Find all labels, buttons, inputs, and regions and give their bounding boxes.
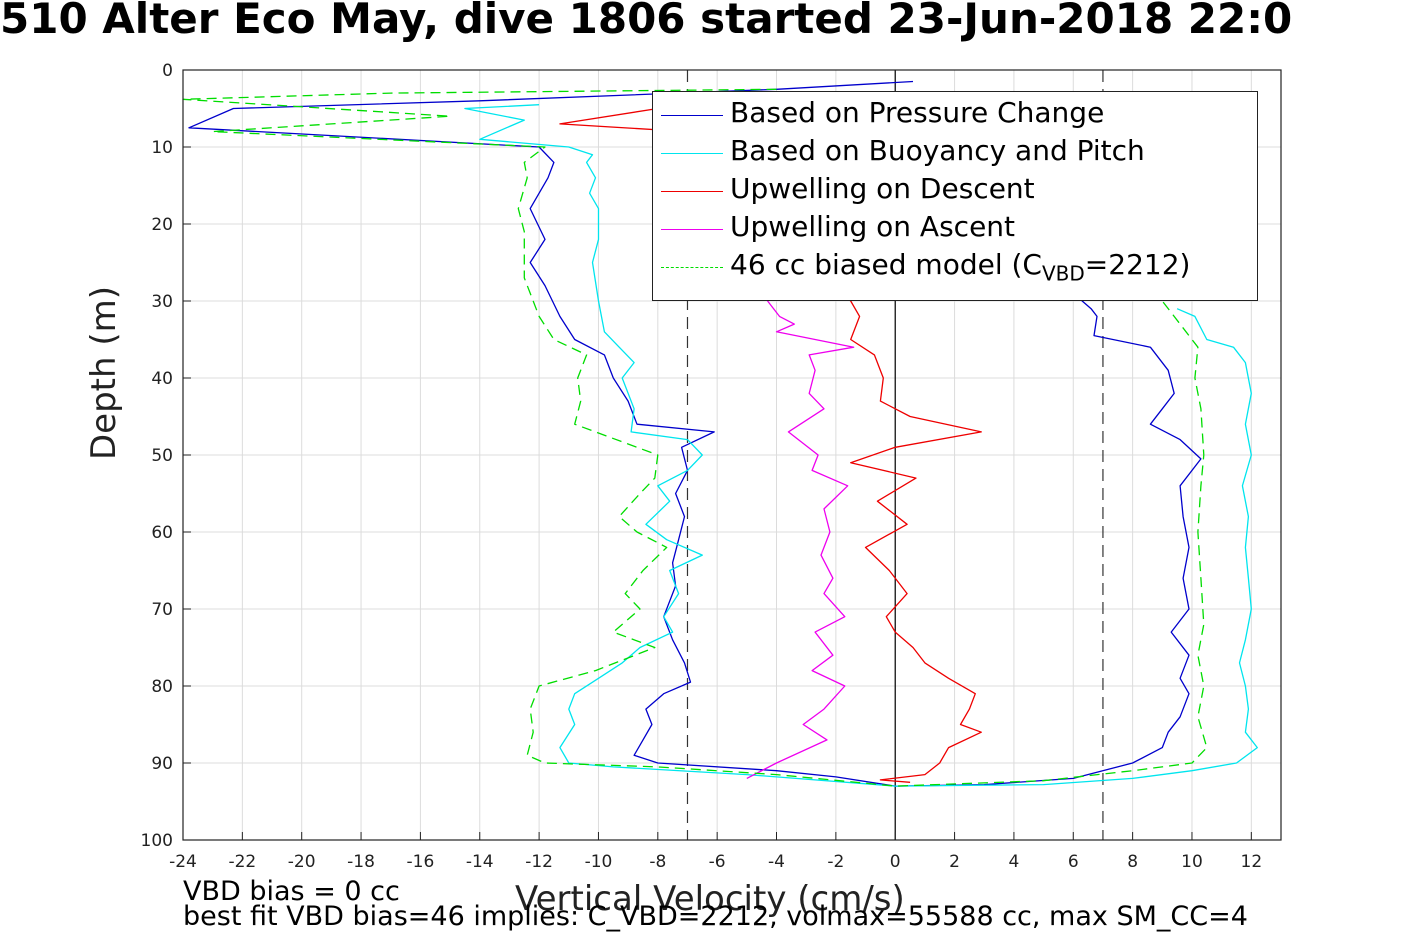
x-tick-label: -20 — [288, 852, 316, 872]
legend-label-biased-model-sub: VBD — [1041, 261, 1085, 286]
y-tick-label: 30 — [151, 292, 173, 312]
x-tick-label: -22 — [228, 852, 256, 872]
x-tick-label: 4 — [1009, 852, 1020, 872]
legend-item-upwelling-descent: Upwelling on Descent — [653, 172, 1253, 210]
series-line-pressure-change — [188, 80, 1202, 787]
x-tick-label: 10 — [1181, 852, 1203, 872]
best-fit-note: best fit VBD bias=46 implies: C_VBD=2212… — [183, 901, 1248, 932]
x-tick-label: -10 — [585, 852, 613, 872]
y-tick-label: 50 — [151, 446, 173, 466]
x-tick-label: -16 — [407, 852, 435, 872]
x-tick-label: -6 — [709, 852, 726, 872]
legend-label-biased-model-main: 46 cc biased model (C — [730, 248, 1042, 281]
x-tick-label: -24 — [169, 852, 197, 872]
x-tick-label: -18 — [347, 852, 375, 872]
x-axis-label: Vertical Velocity (cm/s) — [515, 879, 905, 919]
series-layer — [182, 80, 1258, 787]
tick-layer: -24 -22 -20 -18 -16 -14 -12 -10 -8 -6 -4 -2 0 2 4 6 8 10 1… — [141, 61, 1263, 872]
legend-swatch-biased-model — [661, 267, 723, 268]
legend-swatch-upwelling-descent — [661, 191, 723, 192]
x-tick-label: -2 — [827, 852, 844, 872]
x-tick-label: -8 — [649, 852, 666, 872]
legend: Based on Pressure Change Based on Buoyan… — [652, 91, 1258, 301]
series-line-biased-model — [182, 88, 1208, 787]
x-tick-label: 6 — [1068, 852, 1079, 872]
x-tick-label: 12 — [1241, 852, 1263, 872]
x-tick-label: 2 — [949, 852, 960, 872]
legend-label-biased-model-tail: =2212) — [1084, 248, 1191, 281]
y-tick-label: 100 — [141, 831, 173, 851]
legend-label-buoyancy: Based on Buoyancy and Pitch — [730, 134, 1145, 167]
x-tick-label: -14 — [466, 852, 494, 872]
y-tick-label: 80 — [151, 677, 173, 697]
y-tick-label: 20 — [151, 215, 173, 235]
x-tick-label: -12 — [525, 852, 553, 872]
vbd-bias-note: VBD bias = 0 cc — [183, 876, 400, 907]
legend-label-pressure: Based on Pressure Change — [730, 96, 1105, 129]
legend-item-upwelling-ascent: Upwelling on Ascent — [653, 210, 1253, 248]
y-tick-label: 40 — [151, 369, 173, 389]
chart-title: 510 Alter Eco May, dive 1806 started 23-… — [0, 0, 1293, 43]
legend-swatch-upwelling-ascent — [661, 229, 723, 230]
y-axis-label: Depth (m) — [84, 285, 124, 460]
legend-label-upwelling-ascent: Upwelling on Ascent — [730, 210, 1016, 243]
y-tick-label: 70 — [151, 600, 173, 620]
y-tick-label: 10 — [151, 138, 173, 158]
legend-item-biased-model: 46 cc biased model (CVBD=2212) — [653, 248, 1253, 286]
series-line-upwelling-ascent — [746, 285, 855, 779]
legend-swatch-buoyancy — [661, 153, 723, 154]
legend-item-buoyancy: Based on Buoyancy and Pitch — [653, 134, 1253, 172]
legend-swatch-pressure — [661, 115, 723, 116]
x-tick-label: 0 — [890, 852, 901, 872]
x-tick-label: 8 — [1127, 852, 1138, 872]
y-tick-label: 60 — [151, 523, 173, 543]
legend-label-upwelling-descent: Upwelling on Descent — [730, 172, 1035, 205]
series-line-upwelling-descent — [559, 107, 982, 783]
series-line-buoyancy-pitch — [464, 104, 1258, 787]
y-tick-label: 90 — [151, 754, 173, 774]
x-tick-label: -4 — [768, 852, 785, 872]
legend-label-biased-model: 46 cc biased model (CVBD=2212) — [730, 248, 1190, 286]
y-tick-label: 0 — [162, 61, 173, 81]
legend-item-pressure: Based on Pressure Change — [653, 96, 1253, 134]
